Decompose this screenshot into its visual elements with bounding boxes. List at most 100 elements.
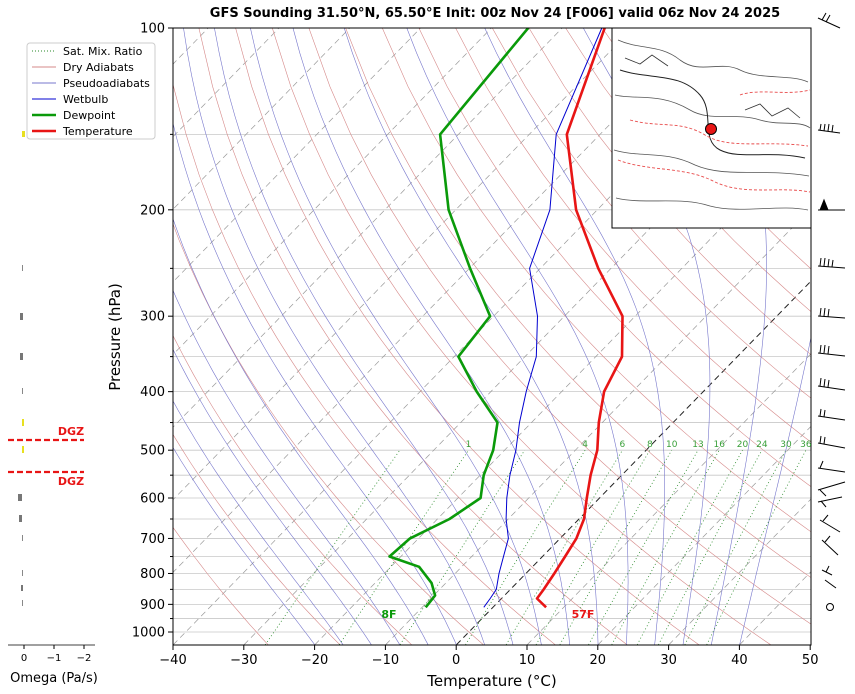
isotherm [314, 135, 811, 645]
omega-tick-1: −1 [47, 653, 62, 664]
dry-adiabat [173, 82, 556, 645]
legend-dewpoint: Dewpoint [63, 109, 116, 122]
mixing-ratio-line [684, 450, 787, 645]
legend-dry: Dry Adiabats [63, 61, 134, 74]
y-tick-label: 100 [140, 22, 165, 37]
wind-barbs [817, 12, 846, 611]
x-tick-label: 0 [452, 653, 460, 668]
mixing-ratio-label: 24 [756, 440, 768, 450]
dry-adiabat [418, 28, 811, 488]
isotherm [173, 28, 634, 501]
mixing-ratio-line [706, 450, 807, 645]
dry-adiabat [173, 433, 341, 645]
omega-axis-label: Omega (Pa/s) [10, 671, 98, 686]
isotherm [810, 643, 811, 645]
y-tick-label: 400 [140, 385, 165, 400]
mixing-ratio-label: 13 [692, 440, 703, 450]
dry-adiabat [345, 28, 811, 578]
pseudoadiabat [406, 28, 629, 645]
mixing-ratio-line [535, 449, 651, 645]
y-tick-label: 1000 [132, 626, 165, 641]
dry-adiabat [528, 28, 811, 356]
pseudoadiabat [173, 217, 429, 645]
x-axis-label: Temperature (°C) [426, 672, 556, 690]
pseudoadiabat [739, 335, 811, 645]
dgz-top-label: DGZ [58, 425, 84, 438]
x-tick-label: 10 [519, 653, 536, 668]
isotherm [173, 28, 705, 573]
mixing-ratio-label: 1 [466, 440, 472, 450]
y-axis-label: Pressure (hPa) [106, 283, 124, 391]
dry-adiabat [173, 334, 412, 645]
x-tick-label: −30 [230, 653, 257, 668]
y-tick-label: 600 [140, 492, 165, 507]
y-tick-label: 800 [140, 567, 165, 582]
plot-frame [172, 27, 812, 646]
mixing-ratio-label: 36 [800, 440, 812, 450]
dry-adiabat [308, 28, 811, 625]
series-temperature [535, 28, 624, 609]
x-tick-label: −40 [159, 653, 186, 668]
dry-adiabat [492, 28, 811, 399]
y-tick-label: 200 [140, 203, 165, 218]
isotherm [173, 28, 563, 428]
inset-map [611, 27, 812, 229]
omega-tick-0: 0 [21, 653, 27, 664]
pseudoadiabat [183, 28, 485, 645]
series-wetbulb [483, 28, 603, 608]
legend-temperature: Temperature [62, 125, 133, 138]
mixing-ratio-label: 4 [582, 440, 588, 450]
mixing-ratio-line [505, 449, 623, 645]
isotherm [243, 62, 811, 645]
series-dewpoint [388, 28, 530, 609]
mixing-ratio-label: 8 [647, 440, 653, 450]
pseudoadiabat [343, 28, 599, 645]
pseudoadiabat [214, 28, 514, 645]
mixing-ratio-label: 6 [620, 440, 626, 450]
legend-mixratio: Sat. Mix. Ratio [63, 45, 143, 58]
mixing-ratio-line [588, 449, 699, 645]
isotherm [173, 28, 492, 356]
mixing-ratio-line [465, 449, 586, 645]
isotherm [668, 498, 811, 645]
mixing-ratio-line [338, 449, 469, 645]
pseudoadiabat [173, 122, 457, 645]
dgz-bottom-label: DGZ [58, 475, 84, 488]
legend-pseudo: Pseudoadiabats [63, 77, 150, 90]
y-tick-label: 700 [140, 532, 165, 547]
dry-adiabat [173, 223, 484, 645]
pseudoadiabat [583, 28, 711, 645]
pseudoadiabat [173, 289, 401, 645]
x-tick-label: 20 [590, 653, 607, 668]
y-tick-label: 500 [140, 444, 165, 459]
location-marker [705, 123, 717, 135]
y-tick-label: 900 [140, 598, 165, 613]
x-tick-label: −10 [372, 653, 399, 668]
dry-adiabat [272, 28, 771, 645]
mixing-ratio-line [264, 449, 401, 645]
pseudoadiabat [292, 28, 570, 645]
pseudoadiabat [173, 400, 344, 645]
mixing-ratio-label: 30 [780, 440, 792, 450]
x-tick-label: 50 [802, 653, 819, 668]
mixing-ratio-line [559, 449, 673, 645]
dry-adiabat [822, 28, 855, 645]
pseudoadiabat [250, 28, 542, 645]
x-tick-label: 30 [660, 653, 677, 668]
dry-adiabat [235, 28, 700, 645]
x-tick-label: −20 [301, 653, 328, 668]
pseudoadiabat [173, 446, 316, 645]
surface-temperature-label: 57F [572, 608, 595, 621]
mixing-ratio-line [611, 450, 720, 645]
dry-adiabat [455, 28, 811, 443]
isotherm [456, 280, 811, 645]
mixing-ratio-label: 10 [666, 440, 678, 450]
mixing-ratio-line [636, 450, 743, 645]
y-tick-label: 300 [140, 310, 165, 325]
dry-adiabat [198, 28, 628, 645]
omega-tick-2: −2 [77, 653, 92, 664]
legend: Sat. Mix. Ratio Dry Adiabats Pseudoadiab… [26, 42, 156, 140]
x-tick-label: 40 [731, 653, 748, 668]
dry-adiabat [565, 28, 811, 312]
